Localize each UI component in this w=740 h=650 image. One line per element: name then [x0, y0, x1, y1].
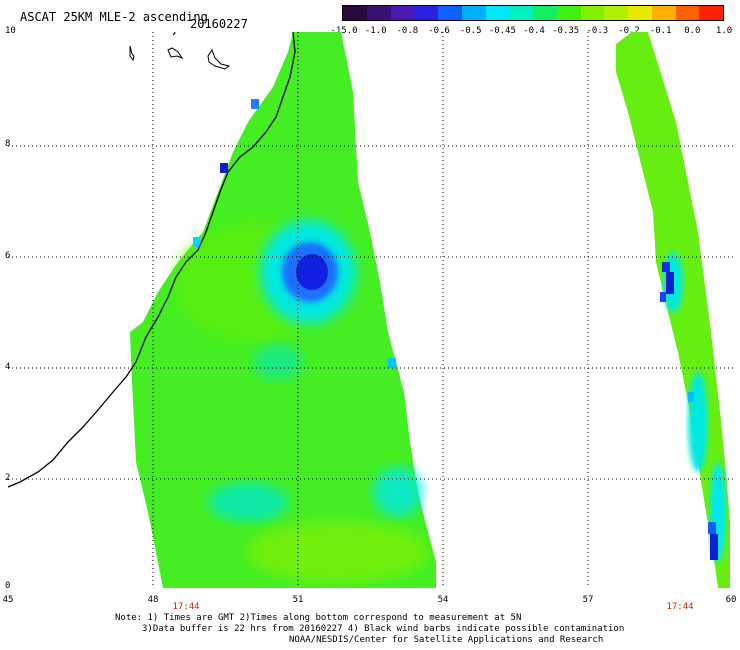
- colorbar-tick-label: -15.0: [330, 26, 358, 36]
- left-swath-tone: [248, 522, 428, 582]
- x-tick-label: 51: [292, 595, 304, 605]
- y-tick-label: 2: [5, 473, 11, 483]
- map-title: ASCAT 25KM MLE-2 ascending: [20, 10, 208, 24]
- x-tick-label: 54: [437, 595, 449, 605]
- pixel-blue: [660, 292, 666, 302]
- colorbar-tick-label: -0.2: [618, 26, 640, 36]
- pixel-blue: [708, 522, 716, 534]
- left-swath-cyan-patch: [208, 482, 288, 522]
- footer-line-1: Note: 1) Times are GMT 2)Times along bot…: [115, 613, 522, 623]
- colorbar-segment: [651, 6, 676, 20]
- pixel-blue: [710, 534, 718, 560]
- colorbar-segment: [438, 6, 462, 20]
- colorbar-segment: [628, 6, 652, 20]
- island: [172, 32, 176, 36]
- colorbar-labels: -15.0 -1.0 -0.8 -0.6 -0.5 -0.45 -0.4 -0.35 -0.3-…: [330, 26, 736, 40]
- colorbar-tick-label: -0.6: [428, 26, 450, 36]
- footer-notes: Note: 1) Times are GMT 2)Times along bot…: [0, 613, 740, 646]
- time-label: 17:44: [172, 602, 200, 612]
- colorbar-segment: [461, 6, 486, 20]
- y-tick-label: 6: [5, 251, 11, 261]
- left-swath-cyan-patch: [253, 344, 303, 380]
- colorbar-tick-label: 0.0: [684, 26, 701, 36]
- footer-line-3: NOAA/NESDIS/Center for Satellite Applica…: [289, 635, 604, 645]
- pixel-blue: [251, 99, 259, 109]
- colorbar-segment: [699, 6, 723, 20]
- footer-line-2: 3)Data buffer is 22 hrs from 20160227 4)…: [142, 624, 625, 634]
- colorbar-segment: [556, 6, 581, 20]
- colorbar-segment: [675, 6, 700, 20]
- left-swath: [130, 32, 436, 588]
- pixel-blue: [220, 163, 228, 173]
- colorbar-segment: [366, 6, 391, 20]
- islands: [129, 32, 231, 70]
- colorbar: [342, 5, 724, 21]
- y-tick-label: 10: [5, 26, 16, 36]
- colorbar-segment: [509, 6, 533, 20]
- colorbar-segment: [390, 6, 415, 20]
- colorbar-segment: [533, 6, 557, 20]
- y-tick-label: 8: [5, 139, 11, 149]
- island: [207, 48, 231, 70]
- island: [167, 47, 184, 60]
- x-tick-label: 48: [147, 595, 159, 605]
- colorbar-tick-label: -0.8: [396, 26, 419, 36]
- colorbar-segment: [343, 6, 367, 20]
- pixel-blue: [666, 272, 674, 294]
- pixel-blue: [662, 262, 670, 272]
- colorbar-segment: [580, 6, 605, 20]
- grid-lines: [8, 32, 734, 588]
- colorbar-tick-label: -1.0: [364, 26, 387, 36]
- time-label: 17:44: [666, 602, 694, 612]
- map-plot: [8, 32, 734, 588]
- colorbar-tick-label: -0.35: [552, 26, 580, 36]
- colorbar-segment: [485, 6, 510, 20]
- y-tick-label: 4: [5, 362, 11, 372]
- pixel-cyan: [688, 392, 694, 402]
- low-wind-center: [296, 254, 328, 290]
- island: [129, 45, 135, 62]
- pixel-cyan: [388, 358, 396, 368]
- x-tick-label: 60: [725, 595, 737, 605]
- colorbar-segment: [414, 6, 438, 20]
- x-tick-label: 45: [2, 595, 14, 605]
- colorbar-tick-label: -0.4: [523, 26, 545, 36]
- colorbar-segment: [604, 6, 628, 20]
- colorbar-tick-label: -0.5: [459, 26, 482, 36]
- x-tick-label: 57: [582, 595, 594, 605]
- colorbar-tick-label: 1.0: [715, 26, 733, 36]
- y-tick-label: 0: [5, 581, 11, 591]
- coastline: [8, 32, 296, 488]
- right-swath: [616, 32, 730, 588]
- left-swath-cyan-patch: [373, 467, 423, 517]
- colorbar-tick-label: -0.1: [649, 26, 672, 36]
- pixel-cyan: [193, 237, 201, 247]
- colorbar-tick-label: -0.3: [586, 26, 609, 36]
- map-date: 20160227: [190, 17, 248, 31]
- colorbar-tick-label: -0.45: [488, 26, 516, 36]
